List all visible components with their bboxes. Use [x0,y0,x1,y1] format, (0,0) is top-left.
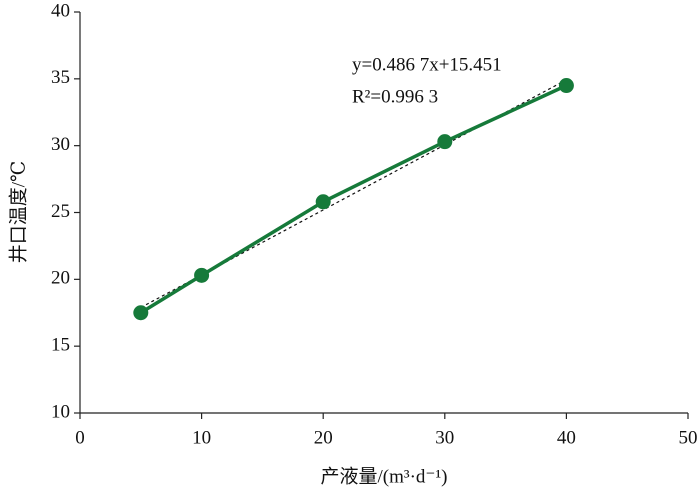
y-tick-label: 40 [51,0,70,21]
x-tick-label: 20 [314,427,333,448]
y-tick-label: 20 [51,268,70,289]
x-tick-label: 10 [192,427,211,448]
x-tick-label: 50 [679,427,698,448]
annotation: y=0.486 7x+15.451 [352,54,502,75]
x-tick-label: 0 [75,427,85,448]
y-tick-label: 25 [51,201,70,222]
y-tick-label: 35 [51,67,70,88]
y-axis-label: 井口温度/℃ [7,161,29,264]
annotation: R²=0.996 3 [352,86,438,107]
x-tick-label: 40 [557,427,576,448]
y-tick-label: 30 [51,134,70,155]
marker [437,134,453,150]
y-tick-label: 10 [51,401,70,422]
marker [194,267,210,283]
y-tick-label: 15 [51,335,70,356]
x-axis-label: 产液量/(m³·d⁻¹) [321,465,448,487]
marker [558,78,574,94]
marker [315,194,331,210]
x-tick-label: 30 [435,427,454,448]
marker [133,305,149,321]
